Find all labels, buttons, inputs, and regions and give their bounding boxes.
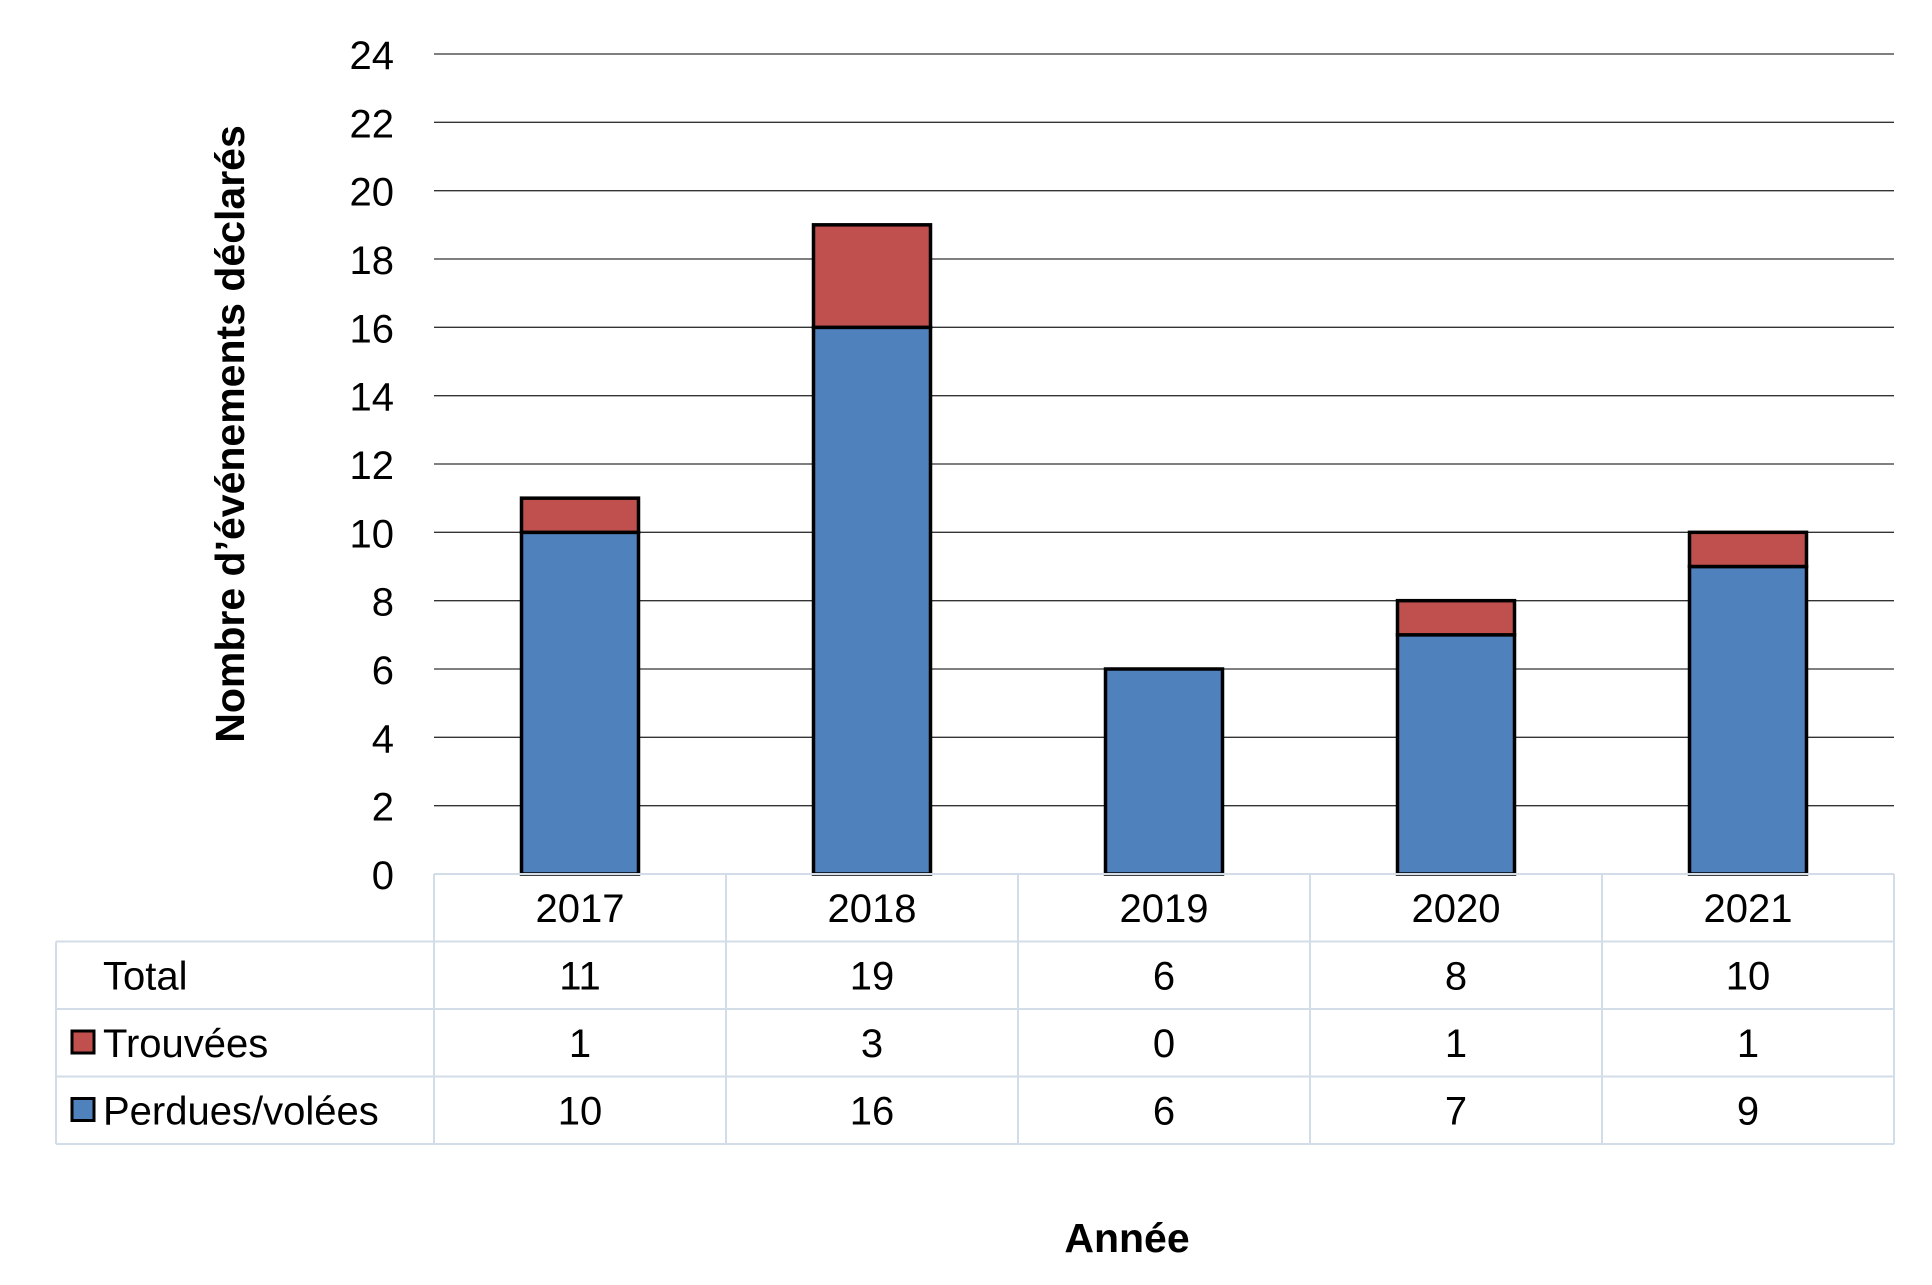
y-tick-label: 8 [372,581,394,625]
table-cell-value: 11 [559,955,601,999]
y-tick-label: 24 [350,34,395,78]
table-cell-value: 0 [1153,1022,1175,1066]
bar-perdues-volees-2021 [1687,564,1809,876]
table-cell-value: 8 [1445,955,1467,999]
legend-key-perdues-volees [70,1097,96,1122]
table-cell-value: 16 [850,1090,895,1134]
bars [519,223,1809,876]
bar-perdues-volees-2017 [519,530,641,876]
table-cell-value: 7 [1445,1090,1467,1134]
y-tick-label: 16 [350,307,395,351]
gridlines [434,53,1894,807]
table-cell-value: 10 [558,1090,603,1134]
x-tick-label: 2020 [1412,887,1501,931]
table-row-label: Total [103,955,188,999]
y-tick-label: 14 [350,376,395,420]
y-axis-label: Nombre d’événements déclarés [207,125,253,743]
y-tick-label: 6 [372,649,394,693]
x-tick-label: 2021 [1704,887,1793,931]
bar-trouvees-2017 [519,496,641,535]
bar-trouvees-2021 [1687,530,1809,569]
bar-perdues-volees-2019 [1103,667,1225,876]
table-cell-value: 1 [1737,1022,1759,1066]
y-tick-label: 2 [372,786,394,830]
bar-trouvees-2018 [811,223,933,330]
y-tick-label: 4 [372,717,394,761]
table-cell-value: 1 [569,1022,591,1066]
x-tick-label: 2019 [1120,887,1209,931]
table-cell-value: 3 [861,1022,883,1066]
table-cell-value: 6 [1153,1090,1175,1134]
table-cell-value: 19 [850,955,895,999]
bar-trouvees-2020 [1395,598,1517,637]
y-tick-label: 10 [350,512,395,556]
x-tick-label: 2018 [828,887,917,931]
y-tick-label: 18 [350,239,395,283]
x-axis-label: Année [1064,1215,1189,1261]
table-cell-value: 9 [1737,1090,1759,1134]
x-tick-label: 2017 [536,887,625,931]
y-tick-label: 0 [372,854,394,898]
table-cell-value: 6 [1153,955,1175,999]
y-tick-label: 12 [350,444,395,488]
legend-label: Trouvées [103,1022,268,1066]
y-tick-label: 20 [350,171,395,215]
table-cell-value: 10 [1726,955,1771,999]
table-cell-value: 1 [1445,1022,1467,1066]
y-tick-label: 22 [350,102,395,146]
bar-perdues-volees-2020 [1395,633,1517,876]
legend-key-trouvees [70,1029,96,1055]
legend-label: Perdues/volées [103,1090,379,1134]
bar-perdues-volees-2018 [811,325,933,876]
